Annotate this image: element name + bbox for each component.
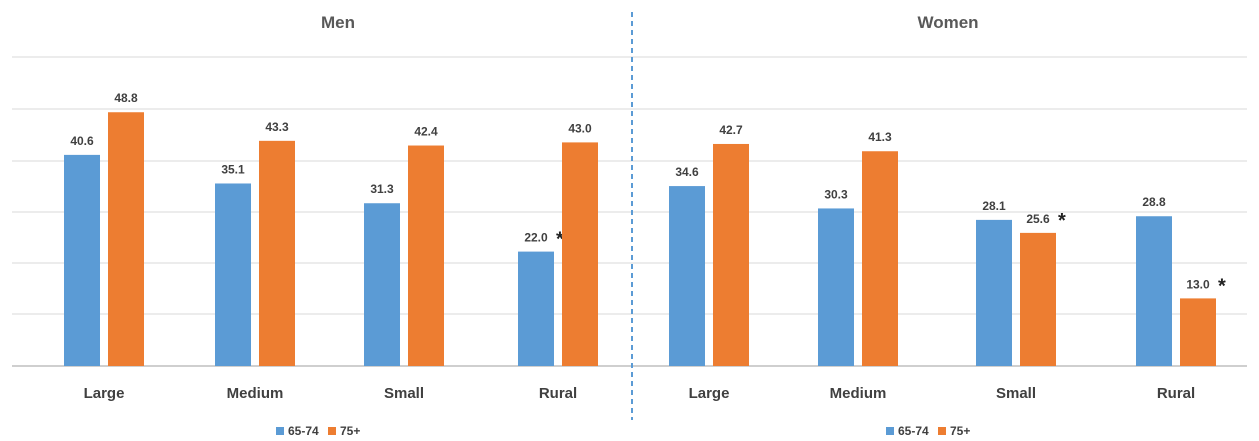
- bar-75+: [562, 142, 598, 366]
- bar-75+: [259, 141, 295, 366]
- data-label: 22.0: [524, 231, 548, 245]
- legend-swatch-65-74: [276, 427, 284, 435]
- legend-label: 65-74: [288, 424, 319, 438]
- bar-65-74: [669, 186, 705, 366]
- data-label: 31.3: [370, 182, 394, 196]
- category-label: Rural: [539, 385, 577, 402]
- bar-65-74: [215, 183, 251, 366]
- legend-label: 65-74: [898, 424, 929, 438]
- bar-65-74: [64, 155, 100, 366]
- data-label: 13.0: [1186, 277, 1210, 291]
- data-label: 48.8: [114, 91, 138, 105]
- bar-75+: [1180, 298, 1216, 366]
- bar-65-74: [1136, 216, 1172, 366]
- data-label: 41.3: [868, 130, 892, 144]
- bar-65-74: [518, 252, 554, 366]
- data-label: 35.1: [221, 162, 245, 176]
- panel-title: Women: [917, 13, 978, 32]
- bar-75+: [108, 112, 144, 366]
- data-label: 34.6: [675, 165, 699, 179]
- bar-65-74: [364, 203, 400, 366]
- category-label: Small: [996, 385, 1036, 402]
- data-label: 43.3: [265, 120, 289, 134]
- legend-swatch-75+: [328, 427, 336, 435]
- category-label: Medium: [830, 385, 887, 402]
- bar-75+: [408, 146, 444, 366]
- data-label: 28.1: [982, 199, 1006, 213]
- bar-75+: [1020, 233, 1056, 366]
- bar-75+: [862, 151, 898, 366]
- category-label: Rural: [1157, 385, 1195, 402]
- category-label: Large: [84, 385, 125, 402]
- data-label: 42.7: [719, 123, 743, 137]
- category-label: Medium: [227, 385, 284, 402]
- data-label: 25.6: [1026, 212, 1050, 226]
- bar-65-74: [818, 208, 854, 366]
- data-label: 40.6: [70, 134, 94, 148]
- category-label: Small: [384, 385, 424, 402]
- significance-marker: *: [1058, 210, 1066, 232]
- category-label: Large: [689, 385, 730, 402]
- legend-swatch-75+: [938, 427, 946, 435]
- data-label: 30.3: [824, 187, 848, 201]
- bar-75+: [713, 144, 749, 366]
- legend-swatch-65-74: [886, 427, 894, 435]
- legend-label: 75+: [950, 424, 970, 438]
- data-label: 43.0: [568, 121, 592, 135]
- data-label: 42.4: [414, 125, 438, 139]
- panel-title: Men: [321, 13, 355, 32]
- bar-65-74: [976, 220, 1012, 366]
- legend-label: 75+: [340, 424, 360, 438]
- data-label: 28.8: [1142, 195, 1166, 209]
- significance-marker: *: [1218, 275, 1226, 297]
